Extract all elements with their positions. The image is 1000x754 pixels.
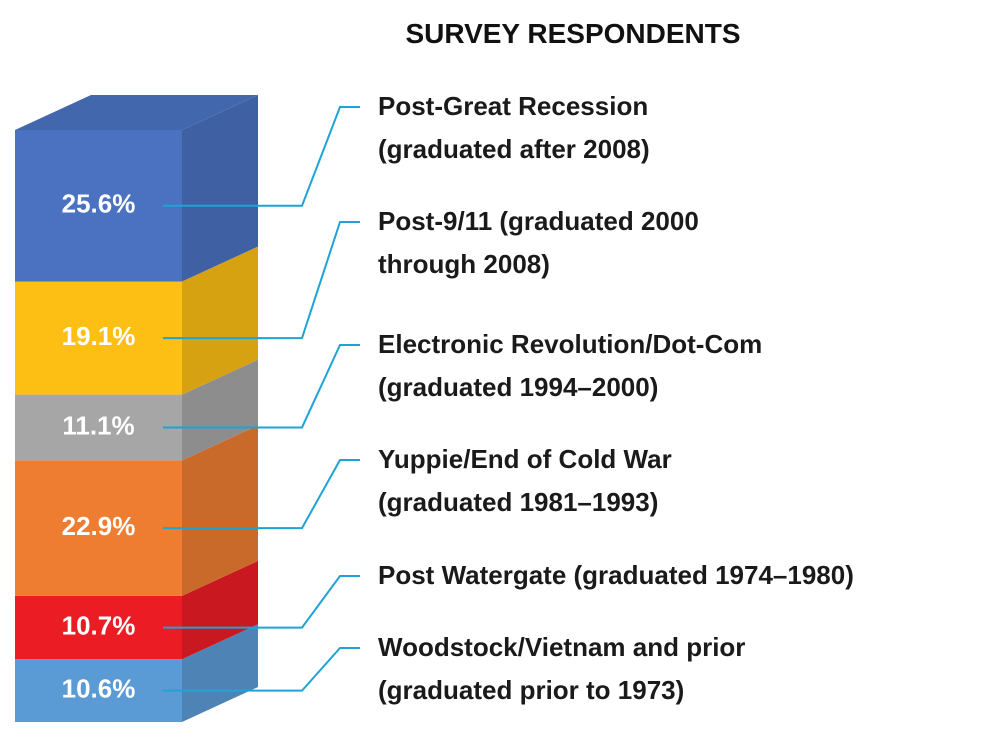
bar-segment	[15, 281, 182, 395]
legend-label: Yuppie/End of Cold War (graduated 1981–1…	[378, 444, 672, 517]
leader-line	[163, 459, 360, 530]
leader-line	[163, 344, 360, 429]
value-label: 19.1%	[62, 321, 136, 351]
bar-side	[182, 246, 258, 395]
bar-side	[182, 624, 258, 722]
bar-segment	[15, 394, 182, 461]
bar-side	[182, 359, 258, 461]
bar-top	[15, 95, 258, 130]
bar-segment	[15, 130, 182, 282]
value-label: 11.1%	[62, 410, 134, 440]
legend-label: Electronic Revolution/Dot-Com (graduated…	[378, 329, 763, 402]
legend-label: Post Watergate (graduated 1974–1980)	[378, 560, 854, 590]
bar-side	[182, 425, 258, 596]
value-label: 25.6%	[62, 189, 136, 219]
bar-segment	[15, 595, 182, 660]
value-label: 10.7%	[62, 610, 136, 640]
bar-side	[182, 560, 258, 660]
leader-line	[163, 575, 360, 629]
bar-segment	[15, 460, 182, 596]
legend-label: Post-Great Recession (graduated after 20…	[378, 91, 650, 164]
bar-segment	[15, 659, 182, 722]
leader-line	[163, 106, 360, 207]
value-label: 10.6%	[62, 673, 136, 703]
bar-side	[182, 95, 258, 282]
legend-label: Woodstock/Vietnam and prior (graduated p…	[378, 632, 746, 705]
leader-line	[163, 221, 360, 340]
chart-title: SURVEY RESPONDENTS	[405, 18, 741, 49]
leader-line	[163, 647, 360, 692]
value-label: 22.9%	[62, 511, 136, 541]
legend-label: Post-9/11 (graduated 2000 through 2008)	[378, 206, 699, 279]
